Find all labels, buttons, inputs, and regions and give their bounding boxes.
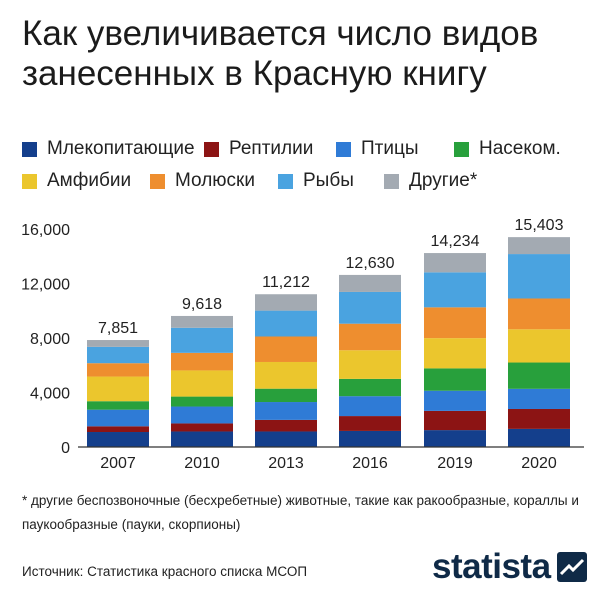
bar-segment-2016-4 bbox=[339, 350, 401, 379]
bar-segment-2016-7 bbox=[339, 274, 401, 292]
legend-item-amphibians: Амфибии bbox=[22, 170, 131, 192]
bar-segment-2007-3 bbox=[87, 401, 149, 410]
bar-segment-2020-7 bbox=[508, 237, 570, 255]
bar-segment-2016-2 bbox=[339, 396, 401, 417]
chart-title: Как увеличивается число видов занесенных… bbox=[22, 14, 539, 93]
bar-segment-2019-1 bbox=[424, 410, 486, 431]
legend-item-insects: Насеком. bbox=[454, 138, 561, 160]
bar-segment-2007-0 bbox=[87, 432, 149, 447]
x-tick-label: 2019 bbox=[437, 455, 473, 472]
y-tick-label: 0 bbox=[61, 440, 70, 457]
legend-item-mammals: Млекопитающие bbox=[22, 138, 195, 160]
y-tick-label: 4,000 bbox=[30, 386, 70, 403]
x-tick-label: 2020 bbox=[521, 455, 557, 472]
bar-segment-2020-5 bbox=[508, 298, 570, 330]
total-label: 12,630 bbox=[346, 255, 395, 272]
total-label: 11,212 bbox=[262, 274, 310, 291]
bar-segment-2013-4 bbox=[255, 361, 317, 389]
bar-segment-2020-2 bbox=[508, 388, 570, 409]
legend-item-fish: Рыбы bbox=[278, 170, 354, 192]
legend-label-reptiles: Рептилии bbox=[229, 138, 314, 159]
legend-label-birds: Птицы bbox=[361, 138, 419, 159]
bar-segment-2010-4 bbox=[171, 370, 233, 397]
bar-segment-2010-6 bbox=[171, 327, 233, 353]
bar-segment-2019-6 bbox=[424, 272, 486, 308]
x-tick-label: 2013 bbox=[268, 455, 304, 472]
legend-swatch-molluscs bbox=[150, 173, 165, 189]
bar-segment-2010-1 bbox=[171, 423, 233, 432]
legend-item-molluscs: Молюски bbox=[150, 170, 255, 192]
bar-segment-2019-4 bbox=[424, 338, 486, 369]
y-tick-label: 12,000 bbox=[21, 277, 70, 294]
bar-segment-2007-1 bbox=[87, 426, 149, 433]
legend-swatch-other bbox=[384, 173, 399, 189]
statista-logo-icon bbox=[556, 552, 587, 582]
bar-segment-2019-0 bbox=[424, 430, 486, 447]
bar-segment-2013-5 bbox=[255, 336, 317, 362]
legend-label-fish: Рыбы bbox=[303, 170, 354, 191]
legend-swatch-mammals bbox=[22, 141, 37, 157]
bar-segment-2013-2 bbox=[255, 402, 317, 420]
bar-segment-2013-3 bbox=[255, 388, 317, 403]
legend-label-amphibians: Амфибии bbox=[47, 170, 132, 191]
legend-swatch-insects bbox=[454, 141, 469, 157]
bar-segment-2020-4 bbox=[508, 329, 570, 363]
bar-segment-2007-6 bbox=[87, 346, 149, 364]
bar-segment-2019-7 bbox=[424, 253, 486, 273]
bar-segment-2007-2 bbox=[87, 409, 149, 427]
total-label: 7,851 bbox=[98, 320, 138, 337]
bar-segment-2016-1 bbox=[339, 416, 401, 431]
bar-segment-2016-0 bbox=[339, 430, 401, 447]
bar-segment-2013-0 bbox=[255, 431, 317, 447]
bar-segment-2013-6 bbox=[255, 310, 317, 337]
bar-segment-2010-2 bbox=[171, 406, 233, 424]
bar-segment-2010-3 bbox=[171, 396, 233, 407]
bar-segment-2020-3 bbox=[508, 362, 570, 389]
bar-segment-2020-1 bbox=[508, 408, 570, 429]
x-tick-label: 2007 bbox=[100, 455, 136, 472]
bar-segment-2007-4 bbox=[87, 376, 149, 402]
bar-segment-2010-0 bbox=[171, 431, 233, 447]
legend-item-other: Другие* bbox=[384, 170, 477, 192]
stacked-bar-chart: 0 4,000 8,000 12,000 16,000 7,851 2007 9,618 201… bbox=[21, 217, 584, 472]
bar-segment-2007-5 bbox=[87, 363, 149, 377]
legend-item-reptiles: Рептилии bbox=[204, 138, 313, 160]
legend-label-insects: Насеком. bbox=[479, 138, 561, 159]
legend-label-mammals: Млекопитающие bbox=[47, 138, 195, 159]
bar-segment-2019-3 bbox=[424, 368, 486, 391]
bar-segment-2019-2 bbox=[424, 390, 486, 411]
y-tick-label: 16,000 bbox=[21, 222, 70, 239]
bar-segment-2010-5 bbox=[171, 352, 233, 371]
legend-swatch-fish bbox=[278, 173, 293, 189]
bar-segment-2020-0 bbox=[508, 428, 570, 447]
total-label: 9,618 bbox=[182, 296, 222, 313]
bar-segment-2020-6 bbox=[508, 254, 570, 299]
y-tick-label: 8,000 bbox=[30, 331, 70, 348]
bar-segment-2016-6 bbox=[339, 291, 401, 324]
legend-swatch-reptiles bbox=[204, 141, 219, 157]
total-label: 15,403 bbox=[515, 217, 564, 234]
legend-swatch-birds bbox=[336, 141, 351, 157]
x-tick-label: 2016 bbox=[352, 455, 388, 472]
legend-label-other: Другие* bbox=[409, 170, 478, 191]
footnote: * другие беспозвоночные (бесхребетные) ж… bbox=[22, 493, 579, 532]
bar-segment-2016-5 bbox=[339, 323, 401, 351]
bar-segment-2013-7 bbox=[255, 294, 317, 311]
total-label: 14,234 bbox=[431, 233, 480, 250]
bar-segment-2007-7 bbox=[87, 340, 149, 347]
logo-wordmark: statista bbox=[432, 547, 551, 586]
legend-item-birds: Птицы bbox=[336, 138, 419, 160]
bar-segment-2010-7 bbox=[171, 315, 233, 328]
bar-segment-2019-5 bbox=[424, 307, 486, 339]
legend-label-molluscs: Молюски bbox=[175, 170, 255, 191]
bar-segment-2016-3 bbox=[339, 378, 401, 397]
x-tick-label: 2010 bbox=[184, 455, 220, 472]
legend-swatch-amphibians bbox=[22, 173, 37, 189]
statista-logo: statista bbox=[432, 547, 587, 587]
source-note: Источник: Статистика красного списка МСО… bbox=[22, 564, 308, 579]
bar-segment-2013-1 bbox=[255, 419, 317, 432]
